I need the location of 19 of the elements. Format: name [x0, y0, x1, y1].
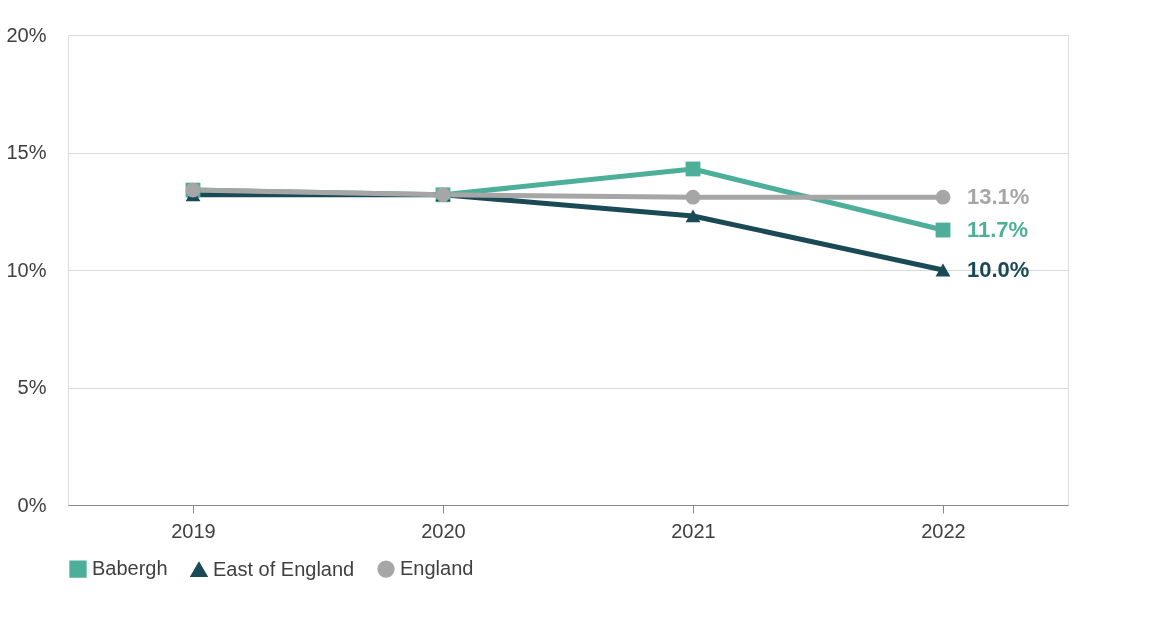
x-tick-label: 2022 [921, 519, 966, 542]
x-tick-label: 2020 [421, 519, 466, 542]
y-tick-label: 20% [6, 23, 47, 46]
data-label: 11.7% [967, 217, 1029, 243]
y-tick-label: 15% [6, 141, 47, 163]
data-label: 10.0% [967, 257, 1030, 282]
y-tick-label: 10% [6, 258, 47, 281]
point [935, 189, 951, 205]
x-tick-label: 2021 [671, 519, 716, 542]
data-label: 13.1% [967, 184, 1030, 210]
x-tick-label: 2019 [171, 519, 216, 542]
legend-label: England [400, 557, 474, 580]
legend-label: Babergh [92, 557, 168, 580]
point [685, 189, 701, 205]
point [685, 209, 701, 223]
y-tick-label: 5% [17, 376, 47, 398]
y-tick-label: 0% [17, 493, 47, 516]
point [935, 263, 951, 277]
legend-label: East of England [213, 557, 355, 580]
